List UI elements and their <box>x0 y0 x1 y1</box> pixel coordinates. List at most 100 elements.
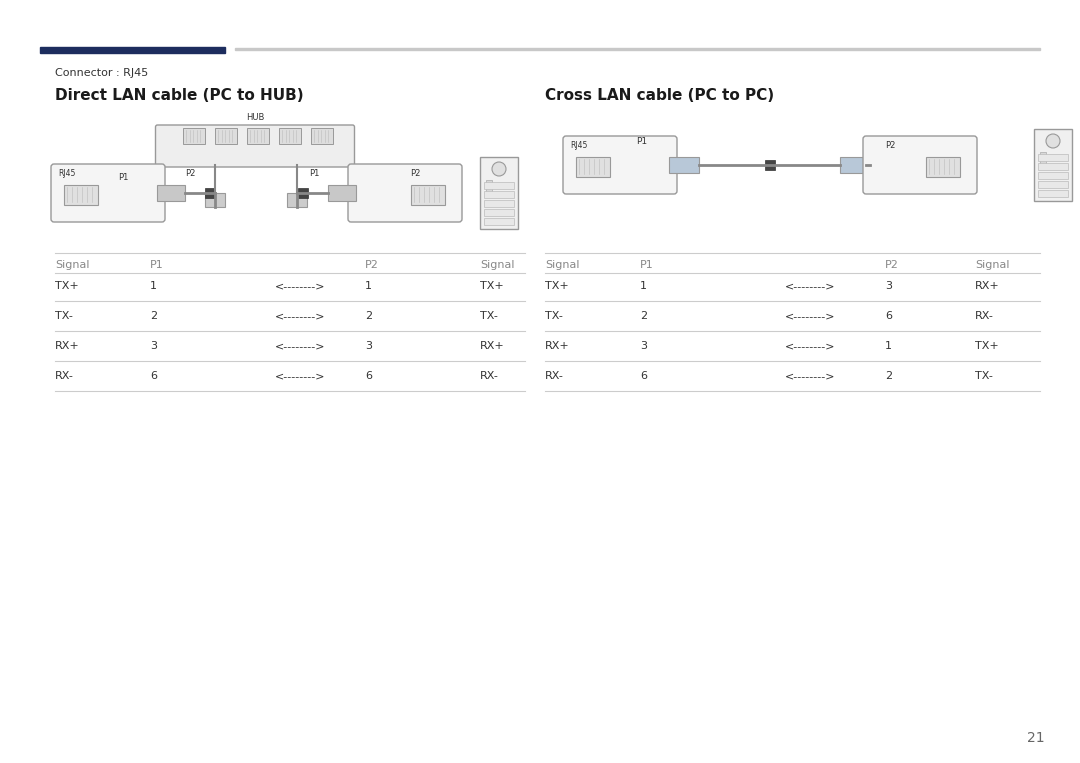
Bar <box>1038 154 1068 161</box>
Text: <-------->: <--------> <box>275 371 325 381</box>
Text: Direct LAN cable (PC to HUB): Direct LAN cable (PC to HUB) <box>55 88 303 103</box>
Bar <box>1038 181 1068 188</box>
Circle shape <box>492 162 507 176</box>
Bar <box>311 128 333 144</box>
Text: 1: 1 <box>365 281 372 291</box>
Text: 2: 2 <box>885 371 892 381</box>
Text: 1: 1 <box>640 281 647 291</box>
Bar <box>287 193 307 207</box>
Text: 2: 2 <box>640 311 647 321</box>
Text: TX-: TX- <box>975 371 993 381</box>
Text: 1: 1 <box>885 341 892 351</box>
Bar <box>1038 190 1068 197</box>
Text: TX-: TX- <box>55 311 72 321</box>
Bar <box>1040 152 1047 157</box>
Text: RX-: RX- <box>545 371 564 381</box>
Bar <box>1038 163 1068 170</box>
Text: RX+: RX+ <box>480 341 504 351</box>
Text: 2: 2 <box>365 311 373 321</box>
Bar <box>1040 160 1047 165</box>
Text: <-------->: <--------> <box>785 371 836 381</box>
Bar <box>183 128 205 144</box>
Bar <box>297 188 308 198</box>
Bar <box>484 209 514 216</box>
Text: P2: P2 <box>410 169 420 178</box>
Circle shape <box>1047 134 1059 148</box>
Text: Cross LAN cable (PC to PC): Cross LAN cable (PC to PC) <box>545 88 774 103</box>
Text: TX+: TX+ <box>545 281 569 291</box>
Text: Signal: Signal <box>545 260 580 270</box>
Bar <box>669 157 699 173</box>
Bar <box>576 157 610 177</box>
Text: P2: P2 <box>185 169 195 178</box>
Text: RJ45: RJ45 <box>570 141 588 150</box>
Bar <box>484 182 514 189</box>
Text: 3: 3 <box>885 281 892 291</box>
Text: HUB: HUB <box>246 113 265 122</box>
FancyBboxPatch shape <box>863 136 977 194</box>
Bar <box>486 188 492 193</box>
Text: P1: P1 <box>309 169 320 178</box>
Text: TX-: TX- <box>480 311 498 321</box>
Text: P1: P1 <box>640 260 653 270</box>
FancyBboxPatch shape <box>156 125 354 167</box>
Text: Signal: Signal <box>480 260 514 270</box>
Bar <box>205 193 225 207</box>
Text: RJ45: RJ45 <box>58 169 76 178</box>
Text: 2: 2 <box>150 311 157 321</box>
FancyBboxPatch shape <box>348 164 462 222</box>
Text: Connector : RJ45: Connector : RJ45 <box>55 68 148 78</box>
Text: 1: 1 <box>150 281 157 291</box>
Text: P1: P1 <box>636 137 647 146</box>
Text: TX+: TX+ <box>480 281 503 291</box>
Bar <box>205 188 215 198</box>
Bar <box>411 185 445 205</box>
Bar <box>1038 172 1068 179</box>
Text: 21: 21 <box>1027 731 1045 745</box>
Bar <box>926 157 960 177</box>
Bar <box>328 185 356 201</box>
Bar <box>480 157 518 229</box>
Bar <box>486 180 492 185</box>
Text: 6: 6 <box>885 311 892 321</box>
Bar <box>484 200 514 207</box>
FancyBboxPatch shape <box>51 164 165 222</box>
Text: <-------->: <--------> <box>785 311 836 321</box>
Text: 3: 3 <box>150 341 157 351</box>
Text: 3: 3 <box>365 341 372 351</box>
Bar <box>157 185 185 201</box>
Text: P2: P2 <box>885 141 895 150</box>
Text: 6: 6 <box>365 371 372 381</box>
Bar <box>484 191 514 198</box>
Text: RX-: RX- <box>55 371 73 381</box>
Text: Signal: Signal <box>55 260 90 270</box>
Text: RX+: RX+ <box>975 281 1000 291</box>
Bar <box>247 128 269 144</box>
Bar <box>840 157 870 173</box>
Text: <-------->: <--------> <box>785 341 836 351</box>
Text: 3: 3 <box>640 341 647 351</box>
Text: P1: P1 <box>118 173 129 182</box>
Text: Signal: Signal <box>975 260 1010 270</box>
Text: RX+: RX+ <box>545 341 570 351</box>
Bar <box>235 48 1040 50</box>
Bar <box>64 185 98 205</box>
Text: RX-: RX- <box>975 311 994 321</box>
Text: P2: P2 <box>365 260 379 270</box>
Text: TX-: TX- <box>545 311 563 321</box>
Text: P2: P2 <box>885 260 899 270</box>
Bar <box>484 218 514 225</box>
Bar <box>279 128 301 144</box>
Text: <-------->: <--------> <box>275 311 325 321</box>
Text: 6: 6 <box>150 371 157 381</box>
Text: <-------->: <--------> <box>275 281 325 291</box>
Text: 6: 6 <box>640 371 647 381</box>
FancyBboxPatch shape <box>563 136 677 194</box>
Bar <box>1034 129 1072 201</box>
Text: P1: P1 <box>150 260 164 270</box>
Text: RX-: RX- <box>480 371 499 381</box>
Bar <box>40 47 225 53</box>
Bar <box>215 128 237 144</box>
Text: <-------->: <--------> <box>785 281 836 291</box>
Text: TX+: TX+ <box>55 281 79 291</box>
